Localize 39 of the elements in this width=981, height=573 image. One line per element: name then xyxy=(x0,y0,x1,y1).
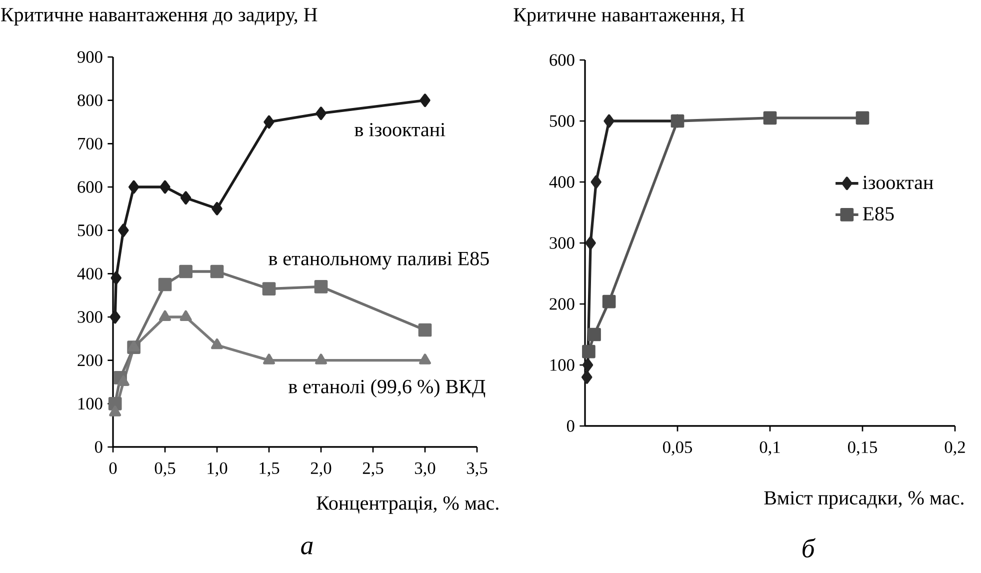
y-tick-label: 500 xyxy=(550,115,574,127)
y-axis-title: Критичне навантаження, Н xyxy=(514,8,744,26)
y-tick-label: 600 xyxy=(78,181,102,193)
y-tick-label: 800 xyxy=(78,94,102,106)
x-tick-label: 1,0 xyxy=(208,462,228,477)
y-tick-label: 500 xyxy=(78,224,102,236)
x-axis-title: Вміст присадки, % мас. xyxy=(764,491,964,509)
y-tick-label: 400 xyxy=(549,176,574,188)
x-tick-label: 2,5 xyxy=(362,462,384,477)
legend-label: ізооктан xyxy=(862,176,934,190)
text: б xyxy=(802,538,816,558)
series-label: в етанолі (99,6 %) ВКД xyxy=(288,379,486,398)
y-axis-title: Критичне навантаження до задиру, Н xyxy=(1,8,318,26)
text: а xyxy=(301,542,313,554)
series-label: в етанольному паливі Е85 xyxy=(268,252,489,270)
x-tick-label: 2,0 xyxy=(310,462,332,477)
x-tick-label: 0,15 xyxy=(848,441,877,456)
x-tick-label: 0,05 xyxy=(663,441,692,456)
y-tick-label: 300 xyxy=(550,237,574,249)
y-tick-label: 600 xyxy=(550,54,574,66)
x-tick-label: 0,1 xyxy=(760,441,780,456)
y-tick-label: 100 xyxy=(78,398,102,410)
y-tick-label: 0 xyxy=(566,420,574,432)
x-axis-title: Концентрація, % мас. xyxy=(316,496,498,514)
y-tick-label: 900 xyxy=(78,51,102,63)
y-tick-label: 200 xyxy=(78,354,102,366)
y-tick-label: 700 xyxy=(78,138,102,150)
x-tick-label: 1,5 xyxy=(260,462,280,476)
x-tick-label: 0,2 xyxy=(944,441,965,456)
legend-label: Е85 xyxy=(862,207,894,220)
x-tick-label: 0 xyxy=(109,462,117,474)
x-tick-label: 3,5 xyxy=(467,462,488,477)
y-tick-label: 200 xyxy=(550,298,574,310)
x-tick-label: 3,0 xyxy=(415,462,436,477)
y-tick-label: 100 xyxy=(550,359,574,371)
series-label: в ізооктані xyxy=(354,122,446,136)
y-tick-label: 300 xyxy=(78,311,102,323)
x-tick-label: 0,5 xyxy=(154,462,176,477)
y-tick-label: 400 xyxy=(77,268,102,280)
